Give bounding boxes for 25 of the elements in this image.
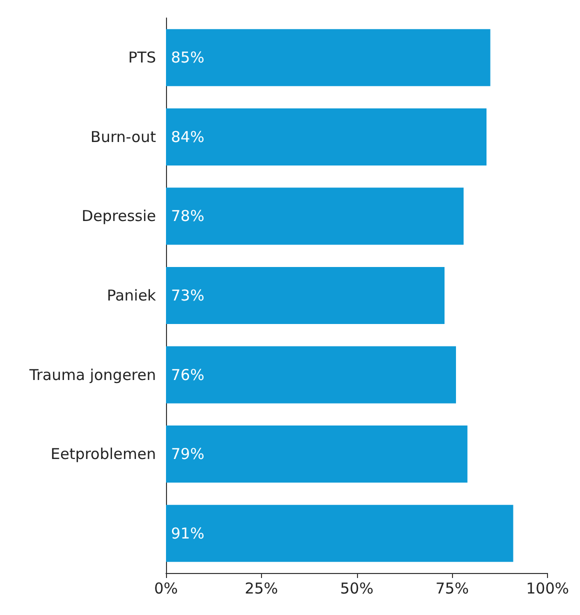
data-label: 91%	[171, 524, 204, 542]
y-tick-label: PTS	[128, 48, 156, 67]
y-tick-label: Depressie	[82, 207, 156, 226]
data-label: 85%	[171, 48, 204, 67]
y-tick-label: Trauma jongeren	[28, 366, 156, 384]
data-label: 78%	[171, 207, 204, 226]
x-tick-label: 25%	[244, 580, 278, 598]
x-tick-label: 75%	[435, 580, 469, 598]
bar	[166, 504, 514, 562]
y-tick-label: Burn-out	[90, 128, 156, 146]
bar	[166, 426, 468, 483]
bar	[166, 266, 445, 324]
x-tick-label: 100%	[526, 580, 570, 598]
data-label: 79%	[171, 445, 204, 464]
bar	[166, 108, 487, 166]
bar	[166, 188, 464, 245]
data-label: 76%	[171, 366, 204, 384]
bar	[166, 29, 490, 86]
x-tick-label: 0%	[154, 580, 178, 598]
y-tick-label: Eetproblemen	[50, 445, 156, 464]
bar	[166, 346, 456, 404]
data-label: 84%	[171, 128, 204, 146]
x-tick-label: 50%	[340, 580, 374, 598]
y-tick-label: Paniek	[106, 286, 156, 304]
data-label: 73%	[171, 286, 204, 304]
